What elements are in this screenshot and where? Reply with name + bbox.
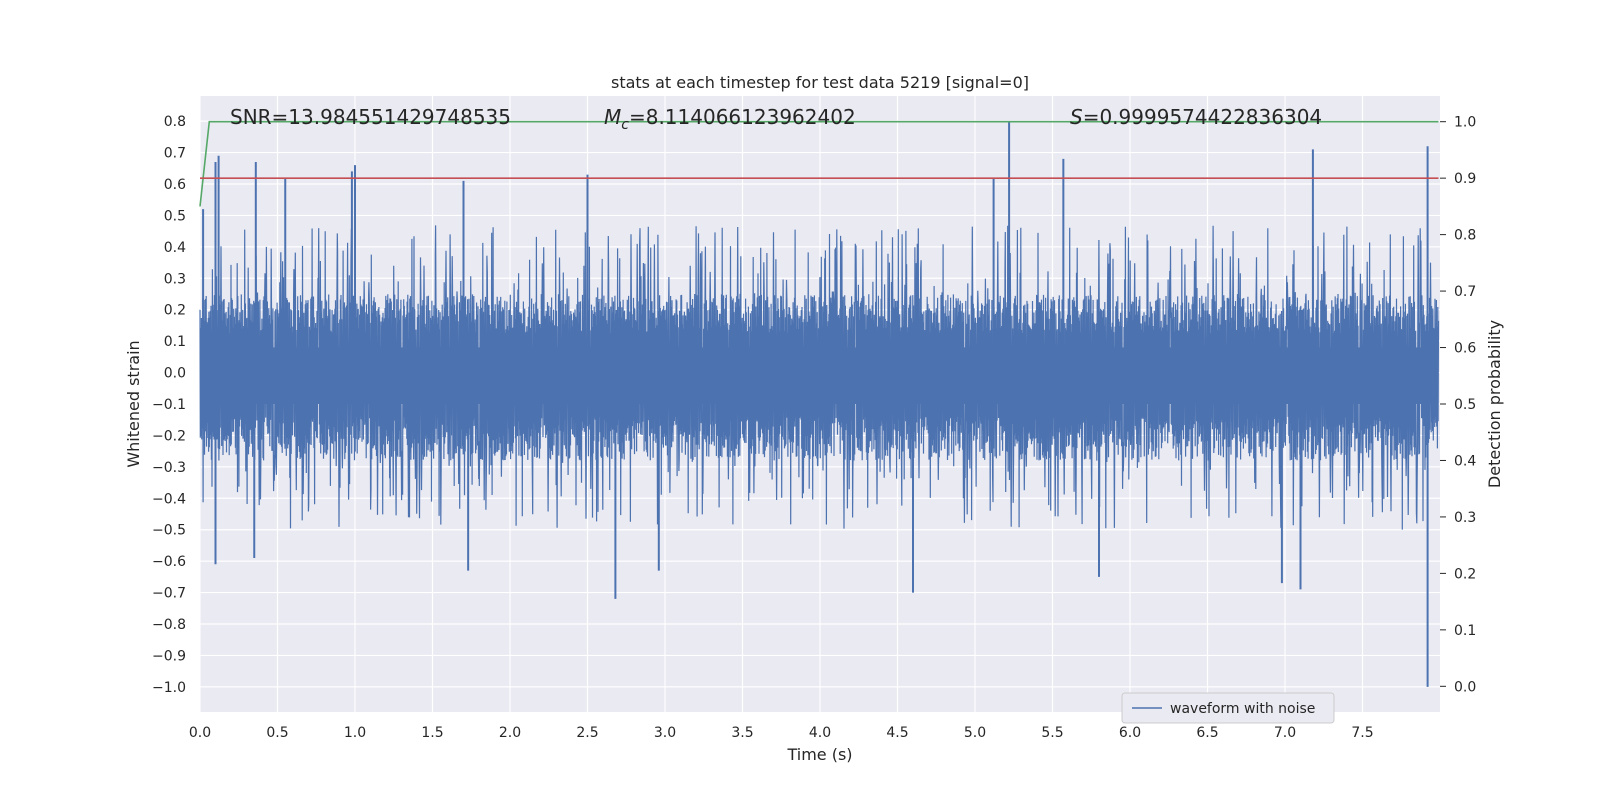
y-tick-label: 0.1 (164, 334, 186, 350)
y-tick-label: −0.1 (152, 397, 186, 413)
y2-tick-label: 0.3 (1454, 510, 1476, 526)
y2-tick-label: 0.0 (1454, 679, 1476, 695)
y-tick-label: −0.7 (152, 586, 186, 602)
chart-title: stats at each timestep for test data 521… (611, 73, 1029, 92)
y-tick-label: 0.5 (164, 208, 186, 224)
y2-tick-label: 0.7 (1454, 284, 1476, 300)
y-tick-label: −0.4 (152, 491, 186, 507)
mc-value: =8.114066123962402 (629, 105, 856, 129)
y2-axis-label: Detection probability (1485, 320, 1504, 488)
s-annotation: S=0.9999574422836304 (1070, 105, 1322, 129)
x-tick-label: 2.5 (576, 725, 598, 741)
y-tick-label: 0.2 (164, 303, 186, 319)
y-tick-label: 0.6 (164, 177, 186, 193)
mc-symbol: M (604, 105, 621, 129)
y-tick-label: −0.6 (152, 554, 186, 570)
x-tick-label: 1.0 (344, 725, 366, 741)
y-tick-label: −0.3 (152, 460, 186, 476)
y2-tick-label: 0.1 (1454, 623, 1476, 639)
x-tick-label: 5.0 (964, 725, 986, 741)
waveform-series (199, 121, 1440, 687)
y-tick-label: −0.2 (152, 428, 186, 444)
s-symbol: S (1070, 105, 1083, 129)
s-value: =0.9999574422836304 (1083, 105, 1322, 129)
y-tick-label: −1.0 (152, 680, 186, 696)
y-tick-label: −0.5 (152, 523, 186, 539)
y-axis-label: Whitened strain (124, 340, 143, 467)
legend-box (1121, 692, 1335, 724)
x-tick-label: 7.5 (1351, 725, 1373, 741)
y2-tick-label: 0.5 (1454, 397, 1476, 413)
y2-tick-label: 1.0 (1454, 115, 1476, 131)
waveform-core (200, 347, 1439, 404)
waveform-line (199, 225, 1440, 530)
y2-tick-label: 0.2 (1454, 566, 1476, 582)
y2-ticks: 1.0 0.9 0.8 0.7 0.6 0.5 0.4 0.3 0.2 0.1 0.0 (1440, 115, 1476, 695)
y-tick-label: 0.4 (164, 240, 186, 256)
x-axis-label: Time (s) (786, 745, 852, 764)
y2-tick-label: 0.8 (1454, 228, 1476, 244)
y2-tick-label: 0.9 (1454, 171, 1476, 187)
x-tick-label: 3.5 (731, 725, 753, 741)
y-tick-label: 0.8 (164, 114, 186, 130)
x-tick-label: 0.5 (266, 725, 288, 741)
x-tick-label: 1.5 (421, 725, 443, 741)
x-tick-label: 6.0 (1119, 725, 1141, 741)
y-tick-label: −0.9 (152, 648, 186, 664)
y-tick-label: 0.0 (164, 366, 186, 382)
y-tick-label: 0.7 (164, 146, 186, 162)
x-tick-label: 4.0 (809, 725, 831, 741)
x-tick-label: 7.0 (1274, 725, 1296, 741)
x-tick-label: 0.0 (189, 725, 211, 741)
y2-tick-label: 0.6 (1454, 341, 1476, 357)
y-tick-label: −0.8 (152, 617, 186, 633)
x-ticks: 0.0 0.5 1.0 1.5 2.0 2.5 3.0 3.5 4.0 4.5 5.0 5.5 6.0 6… (189, 725, 1374, 741)
legend: waveform with noise (1121, 692, 1335, 724)
mc-subscript: c (621, 117, 629, 133)
x-tick-label: 3.0 (654, 725, 676, 741)
probability-series (199, 120, 1439, 207)
y-ticks: 0.8 0.7 0.6 0.5 0.4 0.3 0.2 0.1 0.0 −0.1 −0.2 −0.3 −… (152, 114, 186, 696)
x-tick-label: 2.0 (499, 725, 521, 741)
snr-annotation: SNR=13.984551429748535 (230, 105, 511, 129)
y2-tick-label: 0.4 (1454, 453, 1476, 469)
y-tick-label: 0.3 (164, 271, 186, 287)
legend-entry: waveform with noise (1170, 701, 1315, 717)
x-tick-label: 5.5 (1041, 725, 1063, 741)
x-tick-label: 4.5 (886, 725, 908, 741)
mc-annotation: Mc=8.114066123962402 (604, 105, 856, 133)
x-tick-label: 6.5 (1196, 725, 1218, 741)
